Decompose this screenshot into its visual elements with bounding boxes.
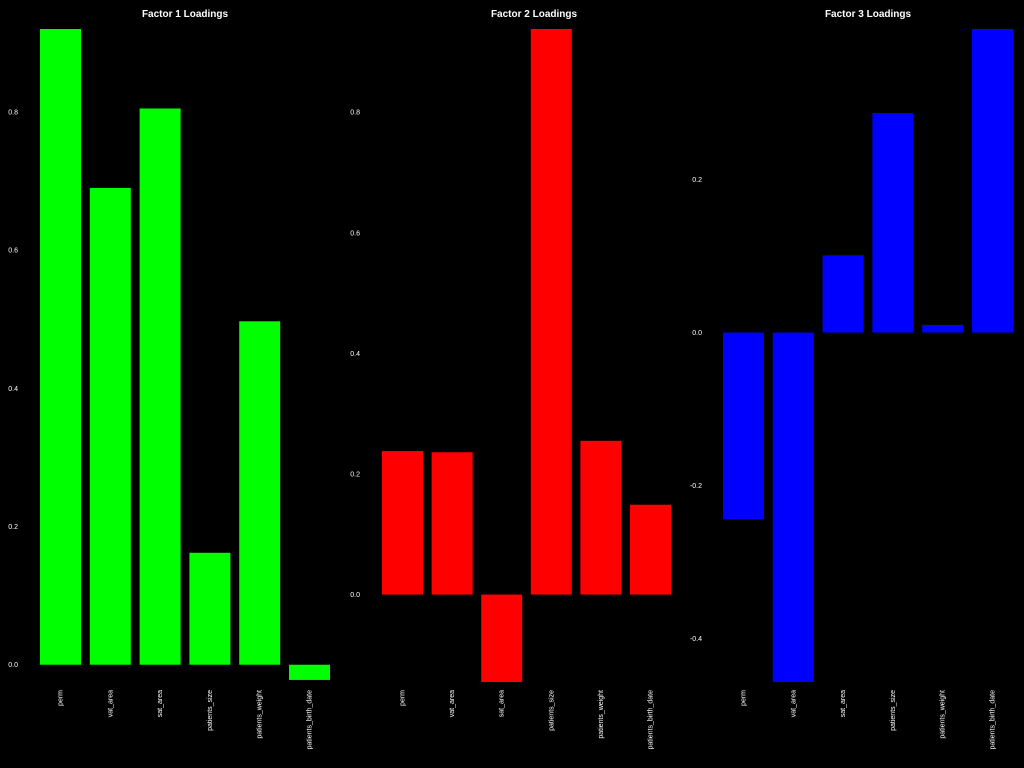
y-tick-label: 0.0 [350, 592, 360, 599]
panel-factor-3: Factor 3 Loadings -0.4 -0.2 0.0 0.2 perm vat_a… [690, 9, 1013, 750]
bar-perm [723, 332, 764, 520]
panel-title: Factor 2 Loadings [491, 9, 578, 20]
category-label: patients_size [207, 690, 214, 731]
category-label: vat_area [107, 690, 114, 717]
category-label: perm [400, 690, 407, 706]
category-label: sat_area [840, 690, 847, 717]
y-tick-label: 0.8 [8, 109, 18, 116]
bar-vat-area [772, 332, 814, 682]
category-label: vat_area [449, 690, 456, 717]
category-label: patients_weight [940, 690, 947, 739]
category-label: perm [58, 690, 65, 706]
category-label: sat_area [499, 690, 506, 717]
panel-factor-2: Factor 2 Loadings 0.0 0.2 0.4 0.6 0.8 perm vat_… [350, 9, 671, 750]
bar-perm [382, 451, 423, 595]
category-label: patients_size [548, 690, 555, 731]
bar-patients-size [189, 552, 231, 665]
bar-patients-weight [922, 324, 964, 333]
y-tick-label: 0.2 [8, 524, 18, 531]
bar-patients-birth-date [289, 664, 330, 680]
category-label: perm [741, 690, 748, 706]
y-tick-label: 0.4 [8, 386, 18, 393]
bar-sat-area [481, 594, 523, 682]
y-tick-label: 0.6 [8, 248, 18, 255]
category-label: patients_birth_date [990, 690, 997, 750]
bar-sat-area [139, 108, 181, 665]
bar-perm [40, 29, 81, 665]
category-label: patients_birth_date [307, 690, 314, 750]
y-tick-label: -0.4 [690, 636, 702, 643]
bar-patients-weight [580, 440, 622, 595]
y-tick-label: -0.2 [690, 483, 702, 490]
panel-factor-1: Factor 1 Loadings 0.0 0.2 0.4 0.6 0.8 perm vat_… [8, 9, 330, 750]
y-tick-label: 0.6 [350, 230, 360, 237]
bar-patients-weight [239, 321, 281, 665]
panel-title: Factor 3 Loadings [825, 9, 912, 20]
y-tick-label: 0.0 [692, 330, 702, 337]
y-tick-label: 0.4 [350, 351, 360, 358]
bar-patients-birth-date [972, 29, 1013, 333]
category-label: patients_weight [598, 690, 605, 739]
bar-vat-area [89, 187, 131, 665]
category-label: sat_area [157, 690, 164, 717]
bar-patients-birth-date [630, 504, 671, 595]
y-tick-label: 0.8 [350, 110, 360, 117]
y-tick-label: 0.2 [692, 177, 702, 184]
y-tick-label: 0.0 [8, 662, 18, 669]
bar-sat-area [822, 255, 864, 333]
category-label: vat_area [790, 690, 797, 717]
category-label: patients_birth_date [648, 690, 655, 750]
bar-patients-size [872, 113, 914, 333]
panel-title: Factor 1 Loadings [142, 9, 229, 20]
category-label: patients_weight [257, 690, 264, 739]
category-label: patients_size [890, 690, 897, 731]
y-tick-label: 0.2 [350, 471, 360, 478]
bar-patients-size [530, 29, 572, 595]
bar-vat-area [431, 452, 473, 595]
